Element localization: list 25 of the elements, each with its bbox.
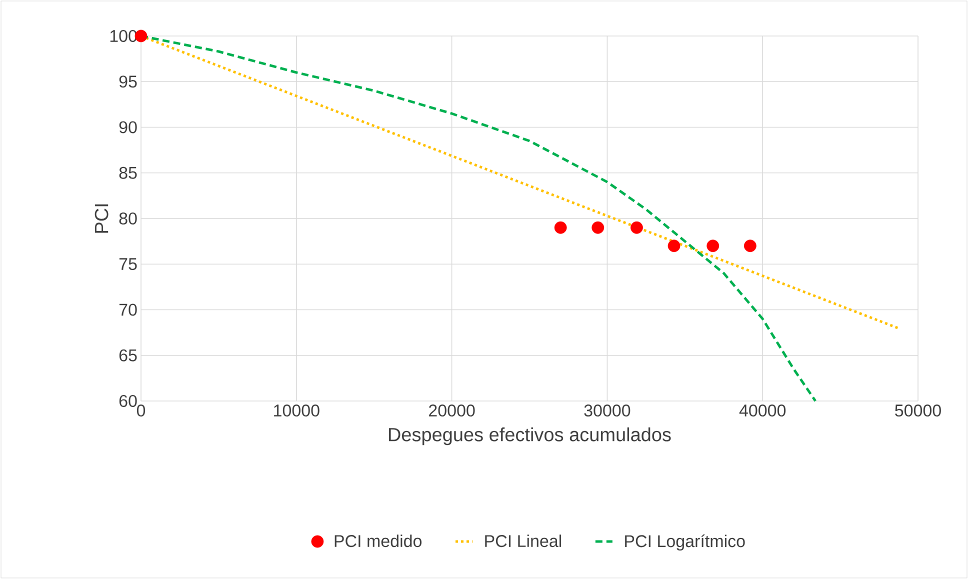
x-tick-label: 20000 bbox=[429, 404, 475, 417]
point bbox=[668, 240, 680, 252]
x-tick-label: 40000 bbox=[739, 404, 786, 417]
x-tick-label: 10000 bbox=[274, 404, 320, 417]
y-tick-label: 90 bbox=[119, 121, 137, 134]
y-tick-label: 60 bbox=[119, 394, 137, 408]
x-tick-label: 50000 bbox=[895, 404, 941, 417]
y-tick-label: 75 bbox=[119, 258, 137, 270]
legend-label: PCI medido bbox=[334, 534, 422, 548]
y-tick-label: 85 bbox=[119, 166, 137, 179]
x-axis-title: Despegues efectivos acumulados bbox=[389, 427, 671, 446]
point bbox=[706, 240, 720, 252]
point bbox=[592, 221, 604, 234]
y-tick-label: 70 bbox=[119, 304, 137, 316]
x-tick-label: 30000 bbox=[584, 404, 630, 417]
legend-label: PCI Logarítmico bbox=[625, 534, 745, 551]
x-tick-label: 0 bbox=[136, 404, 146, 417]
point bbox=[630, 221, 643, 234]
point bbox=[744, 240, 756, 252]
y-tick-label: 95 bbox=[119, 76, 137, 88]
point bbox=[554, 221, 567, 234]
y-tick-label: 65 bbox=[119, 349, 137, 362]
y-axis-title: PCI bbox=[94, 204, 108, 233]
y-tick-label: 80 bbox=[119, 212, 137, 225]
legend-label: PCI Lineal bbox=[485, 534, 562, 548]
